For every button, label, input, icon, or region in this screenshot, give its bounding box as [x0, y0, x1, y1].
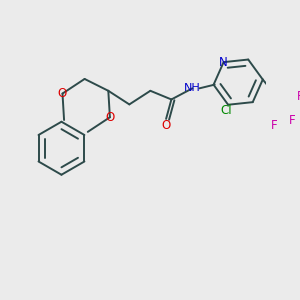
Text: F: F [289, 113, 296, 127]
Text: N: N [219, 56, 228, 69]
Text: O: O [105, 111, 115, 124]
Text: F: F [271, 119, 277, 132]
Text: F: F [297, 90, 300, 103]
Text: Cl: Cl [220, 103, 232, 116]
Text: O: O [58, 87, 67, 100]
Text: O: O [161, 119, 171, 133]
Text: NH: NH [184, 83, 201, 93]
